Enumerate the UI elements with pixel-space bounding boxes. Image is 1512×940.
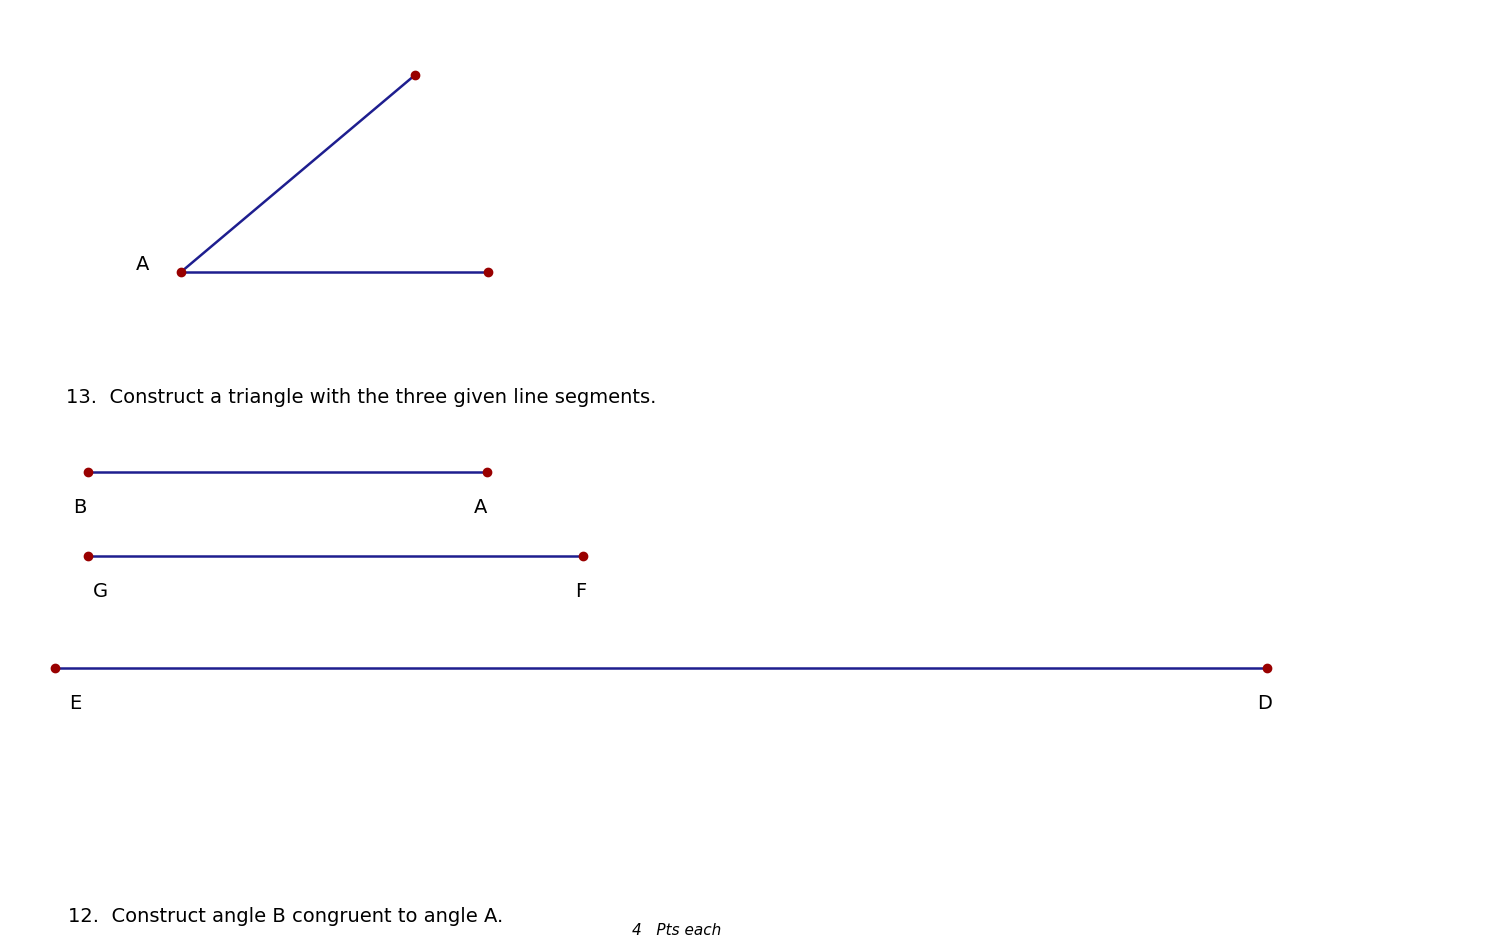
- Text: 4   Pts each: 4 Pts each: [632, 923, 721, 938]
- Text: D: D: [1258, 694, 1273, 713]
- Text: G: G: [92, 582, 107, 601]
- Text: 13.  Construct a triangle with the three given line segments.: 13. Construct a triangle with the three …: [67, 388, 656, 407]
- Text: E: E: [70, 694, 82, 713]
- Text: A: A: [136, 256, 150, 274]
- Text: 12.  Construct angle B congruent to angle A.: 12. Construct angle B congruent to angle…: [68, 907, 503, 926]
- Text: A: A: [475, 498, 488, 517]
- Text: B: B: [73, 498, 86, 517]
- Text: F: F: [576, 582, 587, 601]
